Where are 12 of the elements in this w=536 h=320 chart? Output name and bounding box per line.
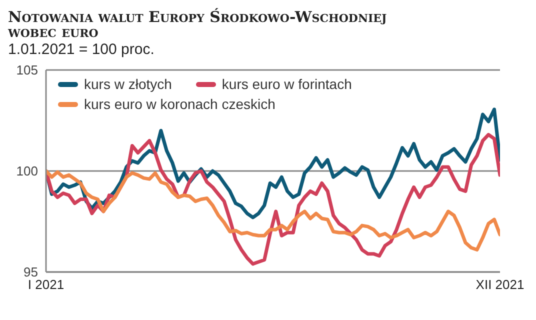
y-tick-label: 100	[16, 164, 38, 179]
y-tick-label: 105	[16, 62, 38, 78]
y-tick-label: 95	[24, 264, 38, 280]
x-tick-label: XII 2021	[476, 277, 524, 292]
legend-label: kurs euro w koronach czeskich	[84, 96, 276, 112]
legend-label: kurs euro w forintach	[222, 76, 352, 92]
x-tick-label: I 2021	[28, 277, 64, 292]
line-series	[46, 132, 500, 266]
line-series	[46, 169, 500, 252]
chart-title: Notowania walut Europy Środkowo-Wschodniej wobec euro	[8, 8, 388, 41]
legend-label: kurs w złotych	[84, 76, 172, 92]
chart-subtitle: 1.01.2021 = 100 proc.	[8, 41, 156, 58]
